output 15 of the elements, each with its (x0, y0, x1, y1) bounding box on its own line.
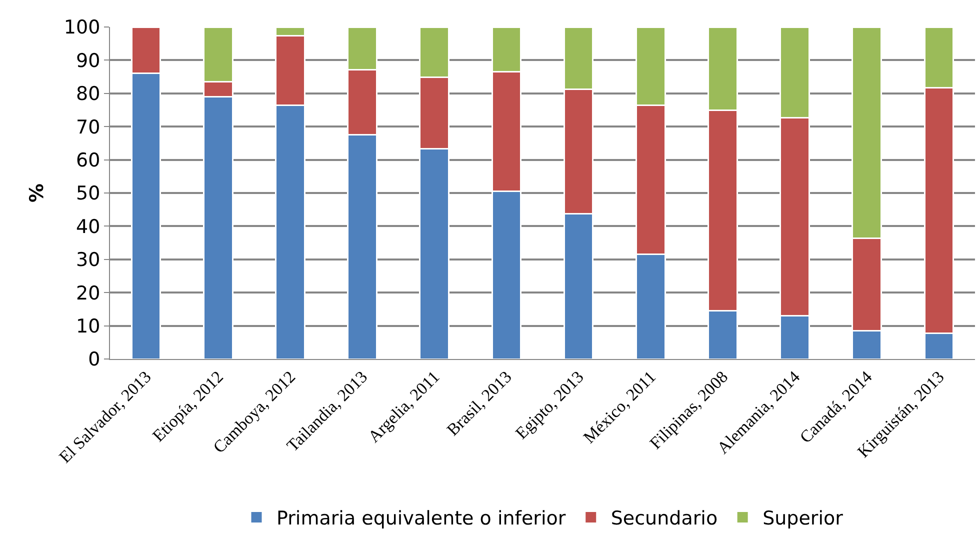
y-tick-label: 60 (76, 149, 100, 172)
y-tick-label: 10 (76, 315, 100, 338)
y-tick-label: 100 (64, 16, 100, 39)
y-tick-label: 40 (76, 216, 100, 238)
y-tick-label: 50 (76, 182, 100, 205)
legend-label: Primaria equivalente o inferior (276, 508, 566, 530)
y-axis-title: % (26, 183, 48, 203)
y-tick-label: 70 (76, 116, 100, 138)
y-tick-label: 20 (76, 282, 100, 304)
y-tick-label: 90 (76, 50, 100, 72)
y-tick-label: 30 (76, 249, 100, 272)
y-tick-label: 0 (88, 348, 100, 371)
legend-label: Secundario (610, 508, 718, 530)
y-tick-label: 80 (76, 83, 100, 106)
legend-label: Superior (762, 508, 844, 530)
